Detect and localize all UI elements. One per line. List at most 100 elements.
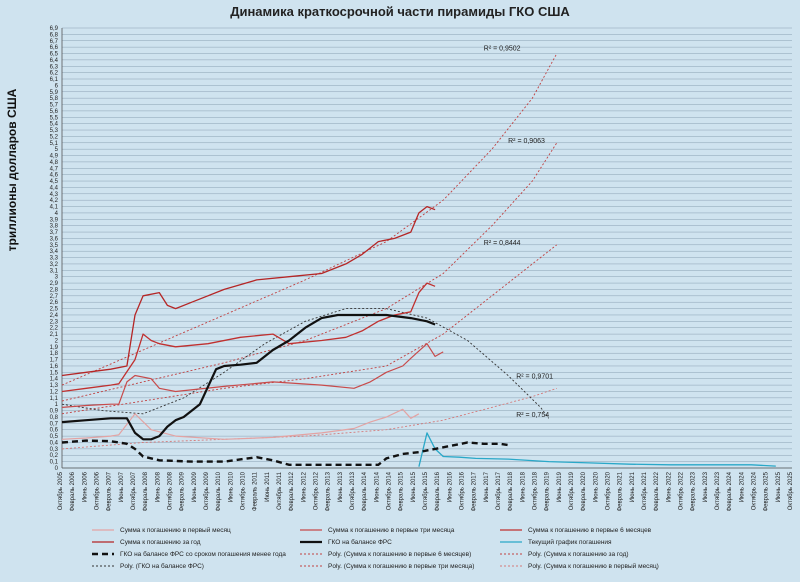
y-tick-label: 3,9: [50, 217, 59, 223]
x-tick-label: Октябрь 2019: [569, 471, 575, 510]
x-tick-label: Октябрь 2011: [277, 471, 283, 509]
y-tick-label: 0,4: [50, 440, 59, 446]
y-tick-label: 4,5: [50, 179, 59, 185]
x-tick-label: Февраль 2015: [399, 471, 405, 511]
x-tick-label: Февраль 2010: [216, 471, 222, 511]
legend-label: Poly. (ГКО на балансе ФРС): [120, 562, 204, 570]
y-tick-label: 4,7: [50, 166, 59, 172]
x-tick-label: Июнь 2013: [338, 471, 344, 502]
x-tick-label: Октябрь 2017: [496, 471, 502, 510]
x-tick-label: Февраль 2019: [545, 471, 551, 511]
y-tick-label: 4,6: [50, 173, 59, 179]
x-tick-label: Октябрь 2010: [241, 471, 247, 510]
trendline: [61, 387, 557, 450]
y-axis-label: триллионы долларов США: [5, 88, 19, 251]
y-tick-label: 6,5: [50, 52, 59, 58]
y-tick-label: 5,8: [50, 96, 59, 102]
trendline: [61, 53, 558, 386]
x-tick-label: Июнь 2015: [411, 471, 417, 502]
y-tick-label: 3: [55, 275, 59, 281]
y-tick-label: 1,3: [50, 383, 59, 389]
x-tick-label: Февраль 2020: [581, 471, 587, 511]
y-tick-label: 1,5: [50, 370, 59, 376]
x-tick-label: Октябрь 2024: [752, 471, 758, 510]
x-tick-label: Июнь 2011: [265, 471, 271, 501]
y-tick-label: 0,6: [50, 428, 59, 434]
x-tick-label: Октябрь 2020: [606, 471, 612, 510]
y-tick-label: 1,1: [50, 396, 59, 402]
y-tick-label: 2,8: [50, 287, 59, 293]
chart-title: Динамика краткосрочной части пирамиды ГК…: [230, 4, 570, 19]
r2-label: R² = 0,754: [516, 412, 549, 419]
x-tick-label: Июнь 2014: [374, 471, 380, 502]
x-tick-label: Июнь 2025: [776, 471, 782, 502]
y-tick-label: 6: [55, 83, 59, 89]
x-tick-label: Октябрь 2023: [715, 471, 721, 510]
y-tick-label: 5,9: [50, 90, 59, 96]
legend-label: ГКО на балансе ФРС со сроком погашения м…: [120, 550, 286, 558]
r2-labels: R² = 0,9502 R² = 0,9063 R² = 0,8444 R² = 0,…: [484, 45, 553, 419]
y-tick-label: 3,7: [50, 230, 59, 236]
x-tick-label: Июнь 2021: [630, 471, 636, 502]
y-tick-label: 2,6: [50, 300, 59, 306]
y-tick-label: 1,2: [50, 389, 59, 395]
x-tick-label: Октябрь 2014: [387, 471, 393, 510]
x-tick-label: Июнь 2012: [301, 471, 307, 502]
x-tick-label: Июнь 2019: [557, 471, 563, 502]
x-tick-label: Июнь 2007: [119, 471, 125, 502]
x-tick-label: Октябрь 2012: [314, 471, 320, 510]
legend-label: Текущий график погашения: [528, 538, 612, 546]
y-tick-label: 1,8: [50, 351, 59, 357]
x-tick-label: Февраль 2007: [107, 471, 113, 511]
x-tick-label: Октябрь 2007: [131, 471, 137, 510]
x-tick-label: Февраль 2025: [764, 471, 770, 511]
legend: Сумма к погашению в первый месяц Сумма к …: [92, 526, 659, 570]
y-tick-label: 5,1: [50, 141, 59, 147]
x-tick-label: Июнь 2022: [666, 471, 672, 502]
y-tick-label: 0,2: [50, 453, 59, 459]
y-tick-label: 2,2: [50, 326, 59, 332]
y-tick-label: 4,9: [50, 154, 59, 160]
y-tick-label: 0: [55, 466, 59, 472]
x-tick-label: Июнь 2009: [192, 471, 198, 502]
y-tick-label: 2,5: [50, 307, 59, 313]
x-tick-label: Февраль 2024: [727, 471, 733, 511]
x-tick-label: Февраль 2014: [362, 471, 368, 511]
y-tick-label: 3,4: [50, 249, 59, 255]
y-tick-label: 5,6: [50, 109, 59, 115]
series-line: [61, 282, 436, 393]
x-tick-label: Июнь 2018: [520, 471, 526, 502]
y-tick-label: 6,3: [50, 64, 59, 70]
x-tick-label: Февраль 2012: [289, 471, 295, 511]
y-tick-label: 6,7: [50, 39, 59, 45]
x-tick-label: Октябрь 2015: [423, 471, 429, 510]
x-tick-label: Февраль 2023: [691, 471, 697, 511]
series: [61, 205, 776, 467]
y-tick-label: 5,4: [50, 122, 59, 128]
x-tick-label: Октябрь 2022: [679, 471, 685, 510]
series-line: [61, 408, 420, 440]
y-tick-label: 2,7: [50, 294, 59, 300]
x-tick-label: Октябрь 2018: [533, 471, 539, 510]
y-tick-label: 0,7: [50, 421, 59, 427]
y-tick-label: 3,8: [50, 224, 59, 230]
x-tick-label: Февраль 2011: [253, 471, 259, 511]
x-tick-label: Февраль 2009: [180, 471, 186, 511]
x-tick-label: Февраль 2006: [70, 471, 76, 511]
y-tick-label: 4,2: [50, 198, 59, 204]
series-line: [418, 432, 776, 467]
series-line: [61, 205, 436, 377]
trendline: [61, 244, 558, 415]
x-tick-label: Февраль 2017: [472, 471, 478, 511]
legend-label: Сумма к погашению в первые три месяца: [328, 527, 455, 534]
x-ticks: Октябрь 2005 Февраль 2006 Июнь 2006 Октябрь…: [58, 471, 794, 511]
y-tick-label: 3,6: [50, 236, 59, 242]
y-tick-label: 6,8: [50, 32, 59, 38]
series-line: [61, 313, 436, 441]
legend-label: Сумма к погашению в первые 6 месяцев: [528, 527, 652, 534]
y-tick-label: 4: [55, 211, 59, 217]
y-tick-label: 0,3: [50, 447, 59, 453]
legend-label: Сумма к погашению за год: [120, 539, 201, 546]
